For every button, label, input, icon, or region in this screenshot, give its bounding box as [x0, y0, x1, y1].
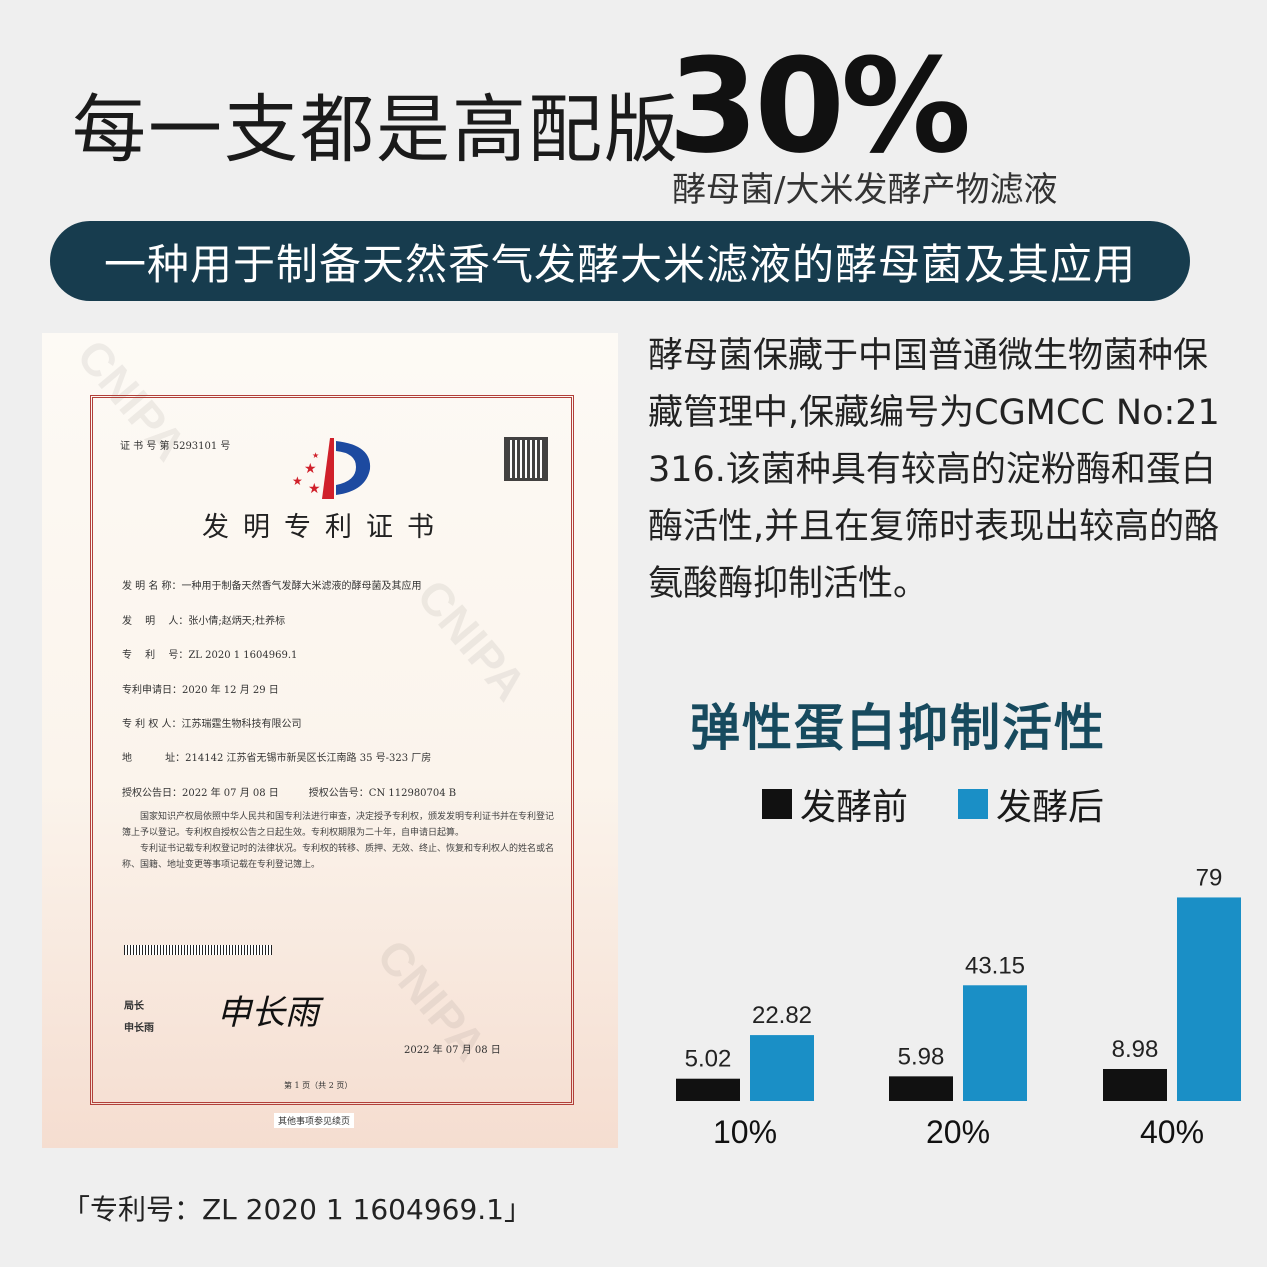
field-grant-date: 授权公告日：2022 年 07 月 08 日 授权公告号：CN 11298070…: [122, 788, 457, 799]
data-label: 5.02: [685, 1046, 732, 1073]
data-label: 5.98: [898, 1043, 945, 1070]
legend-label: 发酵后: [996, 787, 1105, 828]
cnipa-logo-icon: ★★ ★★: [292, 438, 371, 499]
field-patent-number: 专 利 号：ZL 2020 1 1604969.1: [122, 650, 298, 661]
signer-name: 申长雨: [124, 1023, 154, 1034]
category-label: 40%: [1140, 1114, 1204, 1150]
headline: 每一支都是高配版: [72, 87, 680, 173]
legend-swatch: [958, 789, 988, 819]
headline-subtitle: 酵母菌/大米发酵产物滤液: [672, 170, 1058, 210]
qr-code: [504, 437, 548, 481]
certificate-footer: 其他事项参见续页: [274, 1113, 355, 1128]
certificate-border: [90, 395, 574, 1105]
page-number: 第 1 页（共 2 页）: [284, 1081, 353, 1090]
data-label: 8.98: [1112, 1036, 1159, 1063]
legend-item-before: 发酵前: [762, 778, 908, 830]
bar-10%-0: [676, 1078, 740, 1101]
svg-text:★: ★: [312, 451, 319, 460]
data-label: 43.15: [965, 952, 1025, 979]
bar-20%-1: [963, 985, 1027, 1101]
paragraph: 专利证书记载专利权登记时的法律状况。专利权的转移、质押、无效、终止、恢复和专利权…: [122, 844, 555, 870]
svg-text:★: ★: [304, 461, 317, 477]
paragraph: 国家知识产权局依照中华人民共和国专利法进行审查，决定授予专利权，颁发发明专利证书…: [122, 812, 555, 838]
field-address: 地 址：214142 江苏省无锡市新吴区长江南路 35 号-323 厂房: [122, 753, 432, 764]
signer-title: 局长: [124, 1001, 144, 1012]
certificate-paragraphs: 国家知识产权局依照中华人民共和国专利法进行审查，决定授予专利权，颁发发明专利证书…: [122, 809, 554, 873]
patent-title-banner: 一种用于制备天然香气发酵大米滤液的酵母菌及其应用: [50, 221, 1190, 301]
sign-date: 2022 年 07 月 08 日: [404, 1045, 501, 1056]
bar-20%-0: [889, 1076, 953, 1101]
bar-chart: 5.02 22.82 10% 5.98 43.15 20% 8.98 79 40%: [676, 864, 1241, 1150]
category-label: 20%: [926, 1114, 990, 1150]
patent-number-caption: 「专利号：ZL 2020 1 1604969.1」: [62, 1193, 532, 1226]
data-label: 79: [1196, 864, 1223, 891]
signature: 申长雨: [217, 993, 319, 1033]
bar-40%-1: [1177, 897, 1241, 1101]
field-inventors: 发 明 人：张小倩;赵炳天;杜养标: [122, 616, 286, 627]
description: 酵母菌保藏于中国普通微生物菌种保藏管理中,保藏编号为CGMCC No:21316…: [648, 336, 1220, 604]
patent-certificate: CNIPA CNIPA CNIPA 证 书 号 第 5293101 号 ★ ★ ★…: [42, 330, 618, 1148]
legend-item-after: 发酵后: [958, 778, 1104, 830]
field-filing-date: 专利申请日：2020 年 12 月 29 日: [122, 685, 279, 696]
legend-label: 发酵前: [800, 787, 909, 828]
certificate-title: 发明专利证书: [202, 512, 448, 543]
bar-40%-0: [1103, 1068, 1167, 1101]
data-label: 22.82: [752, 1002, 812, 1029]
chart-title: 弹性蛋白抑制活性: [690, 699, 1106, 757]
svg-text:★: ★: [292, 474, 303, 488]
field-patentee: 专 利 权 人：江苏瑞霆生物科技有限公司: [122, 719, 302, 730]
legend-swatch: [762, 789, 792, 819]
barcode: [124, 945, 272, 955]
bar-10%-1: [750, 1035, 814, 1101]
svg-text:★: ★: [308, 481, 321, 497]
category-label: 10%: [713, 1114, 777, 1150]
headline-percent: 30%: [668, 30, 971, 182]
field-invention-name: 发 明 名 称：一种用于制备天然香气发酵大米滤液的酵母菌及其应用: [122, 581, 422, 592]
certificate-number: 证 书 号 第 5293101 号: [120, 441, 231, 452]
